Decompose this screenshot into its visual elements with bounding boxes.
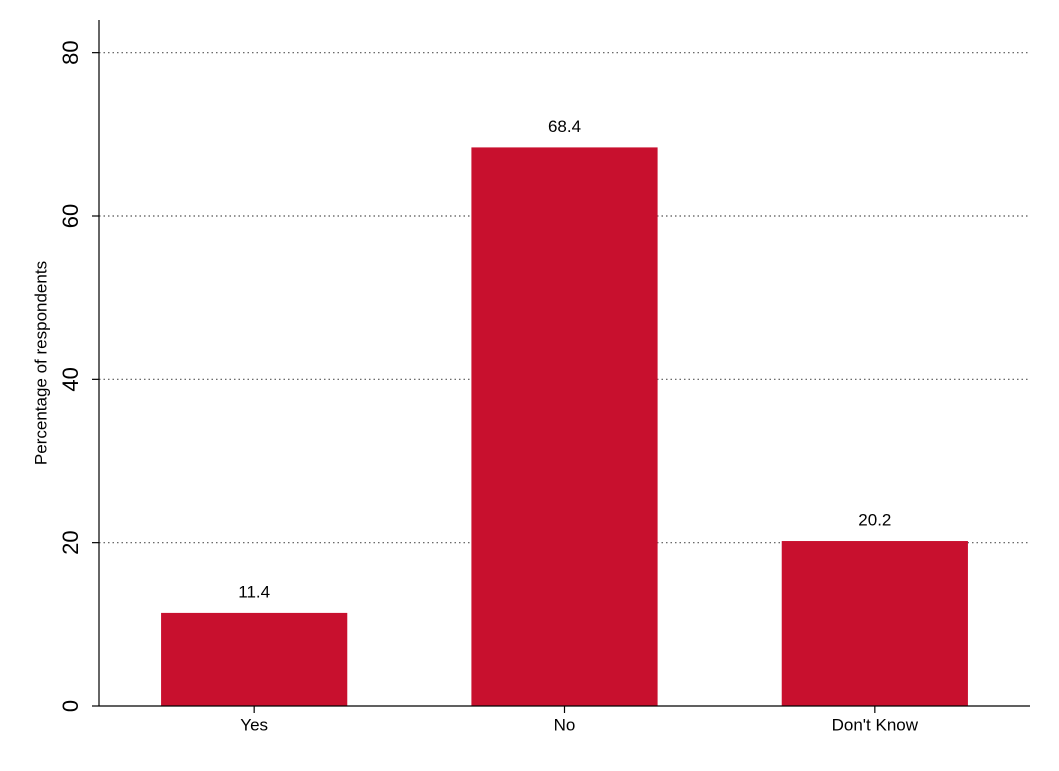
value-label: 20.2: [858, 511, 891, 530]
value-label: 11.4: [238, 582, 270, 601]
y-tick-label: 60: [58, 204, 83, 228]
y-tick-label: 40: [58, 367, 83, 391]
y-tick-label: 80: [58, 40, 83, 64]
x-tick-label: No: [554, 715, 576, 734]
value-label: 68.4: [548, 117, 581, 136]
y-tick-label: 0: [58, 700, 83, 712]
x-tick-label: Don't Know: [832, 715, 919, 734]
y-tick-label: 20: [58, 530, 83, 554]
bar: [781, 541, 968, 706]
bar: [471, 147, 658, 706]
x-tick-label: Yes: [240, 715, 268, 734]
y-axis-label: Percentage of respondents: [31, 261, 50, 465]
bar: [161, 612, 348, 706]
